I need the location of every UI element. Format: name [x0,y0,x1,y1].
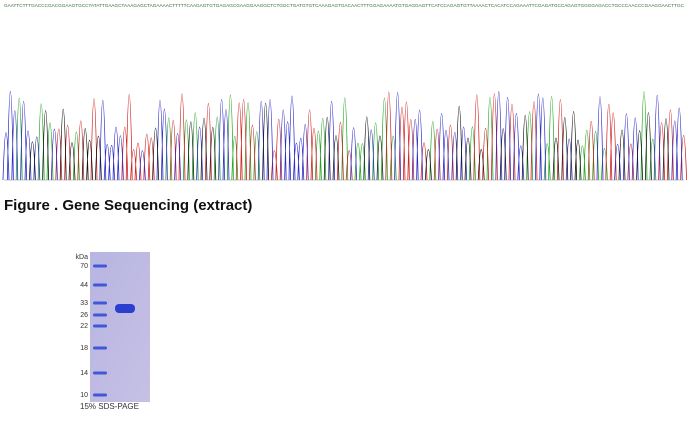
trace [15,91,657,181]
ladder-band [93,324,107,328]
marker-label: 44 [80,282,88,289]
ladder-band [93,371,107,375]
marker-label: 22 [80,323,88,330]
ladder-band [93,393,107,397]
trace [55,91,687,181]
marker-label: 26 [80,312,88,319]
unit-label: kDa [76,254,89,261]
ladder-band [93,301,107,305]
ladder-band [93,264,107,268]
gel-labels: kDa 70 44 33 26 22 18 14 10 [76,254,89,399]
marker-label: 14 [80,370,88,377]
caption: Figure . Gene Sequencing (extract) [4,197,252,214]
marker-label: 10 [80,392,88,399]
sample-band [115,304,135,313]
trace [29,103,670,181]
ladder-band [93,346,107,350]
marker-label: 33 [80,300,88,307]
ladder-band [93,313,107,317]
chromatogram [2,90,687,181]
ladder-band [93,283,107,287]
gel-caption: 15% SDS-PAGE [80,402,139,411]
trace [2,90,683,181]
sequence: GAATTCTTTGACCCGACGGAAGTGCCTATATTGAAGCTAA… [4,3,684,8]
marker-label: 18 [80,345,88,352]
marker-label: 70 [80,263,88,270]
